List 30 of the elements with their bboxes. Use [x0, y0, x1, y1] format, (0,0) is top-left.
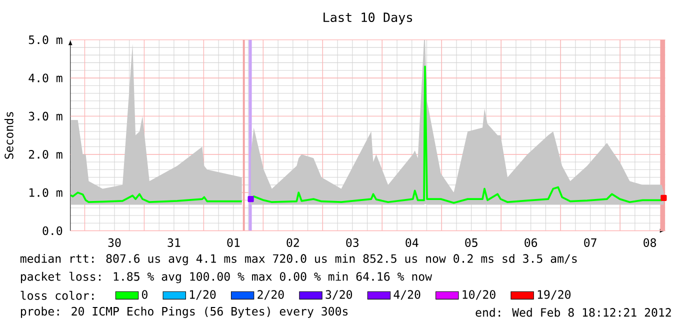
text: probe: 20 ICMP Echo Pings (56 Bytes) every 300s: [20, 306, 348, 318]
x-tick-label: 07: [584, 238, 596, 247]
legend-label: 2/20: [258, 290, 284, 300]
y-tick-label: 0.0: [42, 226, 62, 235]
y-tick-label: 3.0 m: [28, 112, 62, 120]
text: end: Wed Feb 8 18:12:21 2012: [476, 308, 671, 317]
legend-label: 1/20: [190, 290, 216, 300]
x-tick-label: 31: [168, 238, 180, 247]
legend-label: 10/20: [462, 290, 496, 300]
x-tick-label: 06: [524, 238, 538, 247]
text: packet loss: 1.85 % avg 100.00 % max 0.00 % min 64.16 % now: [20, 272, 432, 284]
x-tick-label: 02: [286, 238, 299, 247]
chart-title: Last 10 Days: [324, 12, 412, 24]
legend-title: loss color:: [20, 290, 94, 300]
x-tick-label: 08: [644, 238, 656, 247]
text: median rtt: 807.6 us avg 4.1 ms max 720.0 us min 852.5 us now 0.2 ms sd 3.5 am/s: [20, 254, 577, 266]
y-tick-label: 1.0 m: [30, 188, 62, 197]
x-tick-label: 30: [108, 238, 121, 247]
legend-label: 3/20: [326, 290, 352, 300]
x-tick-label: 03: [346, 238, 358, 247]
y-tick-label: 2.0 m: [28, 150, 62, 159]
legend-label: 19/20: [538, 290, 571, 300]
y-tick-label: 4.0 m: [28, 73, 62, 82]
x-tick-label: 01: [227, 238, 240, 247]
x-tick-label: 05: [465, 238, 478, 247]
x-tick-label: 04: [406, 238, 418, 247]
y-axis-title: Seconds: [4, 112, 14, 159]
legend-label: 4/20: [394, 290, 420, 300]
legend-label: 0: [142, 290, 148, 299]
y-tick-label: 5.0 m: [28, 35, 62, 44]
